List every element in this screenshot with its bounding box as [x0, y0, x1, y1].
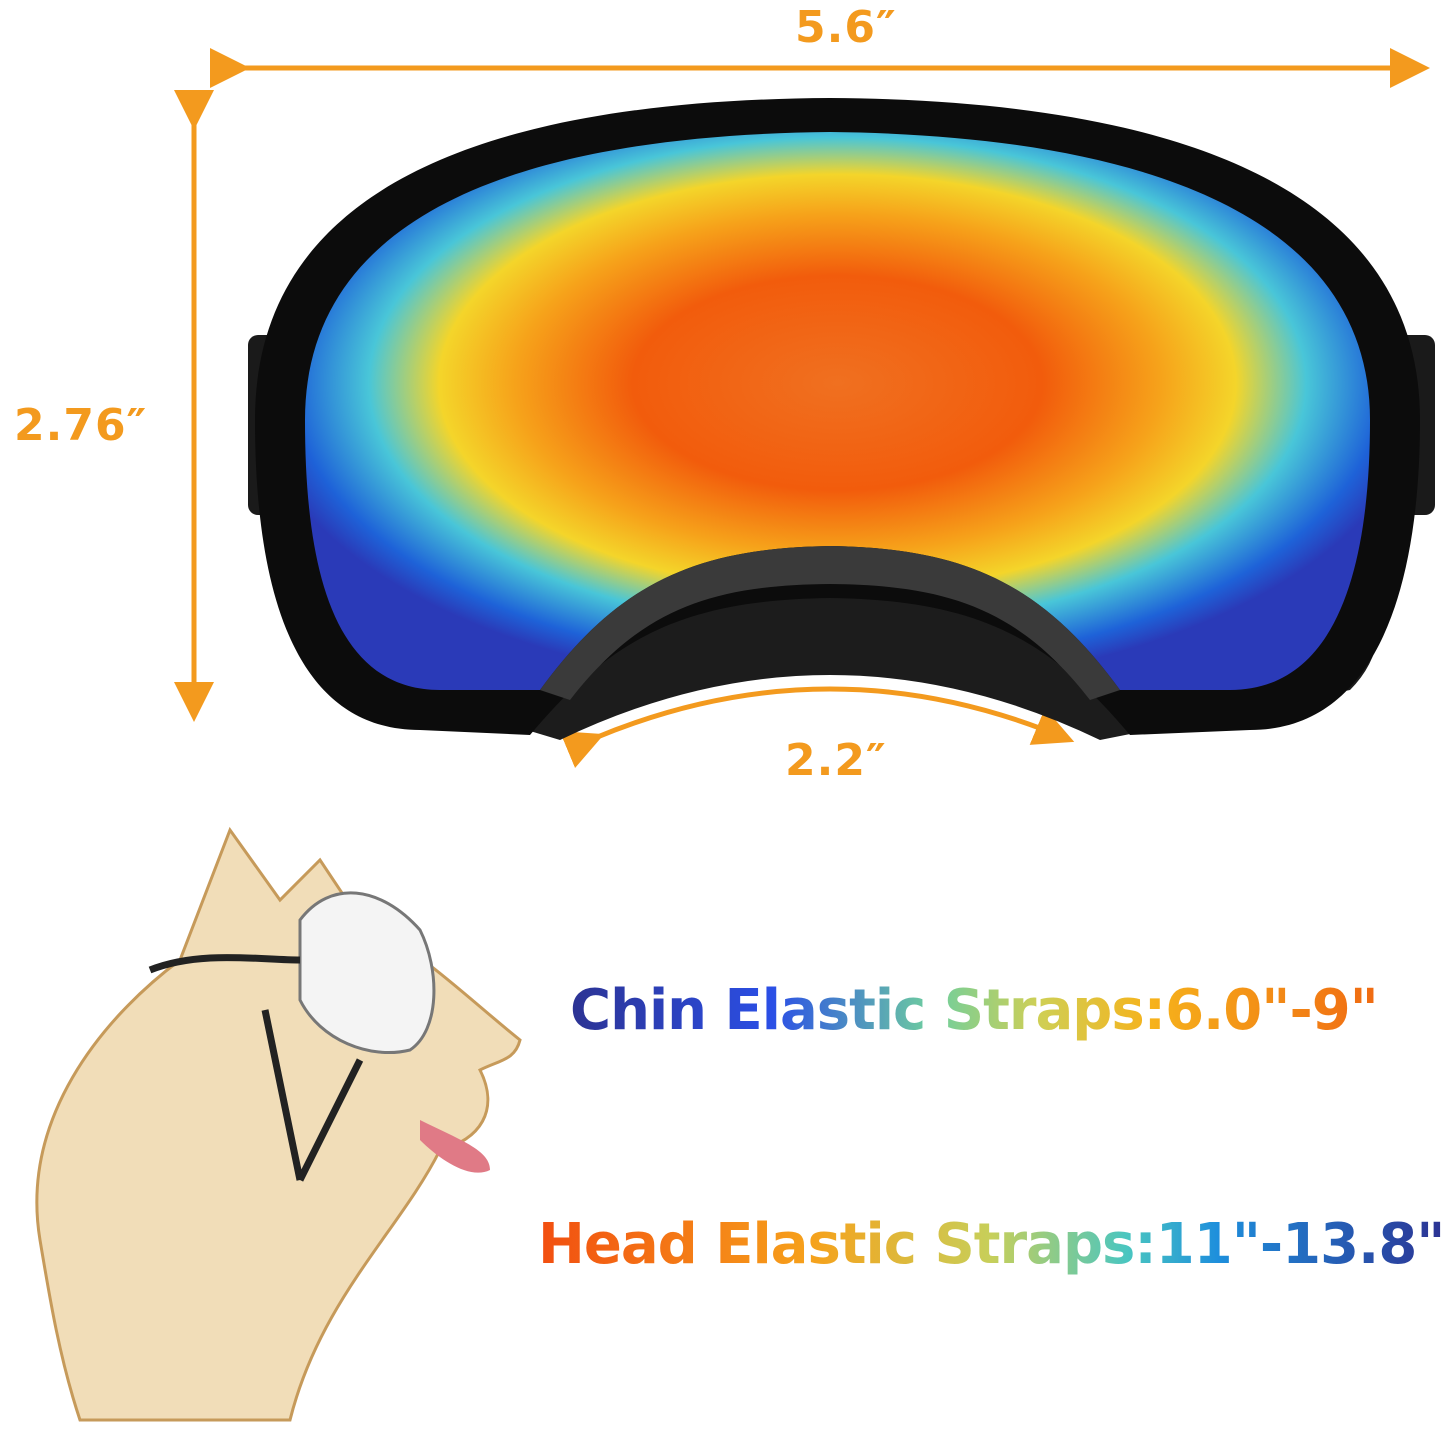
height-label: 2.76″ — [14, 400, 148, 451]
dog-illustration — [35, 826, 522, 1422]
bridge-label: 2.2″ — [785, 735, 887, 786]
bridge-arrow — [559, 686, 1075, 768]
chin-strap-text: Chin Elastic Straps:6.0"-9" — [570, 978, 1379, 1043]
width-label: 5.6″ — [795, 2, 897, 53]
head-strap-text: Head Elastic Straps:11"-13.8" — [538, 1212, 1445, 1277]
goggles-image — [248, 98, 1435, 740]
